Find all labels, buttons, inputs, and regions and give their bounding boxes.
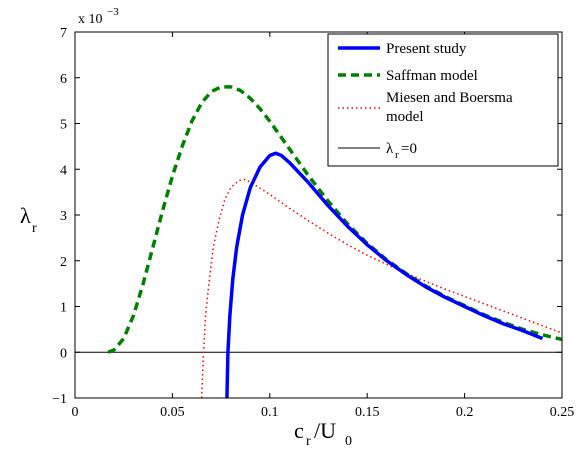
legend-label-present-study: Present study	[386, 41, 467, 57]
svg-text:λ: λ	[386, 141, 394, 157]
svg-text:r: r	[395, 149, 399, 161]
series-miesen-boersma-model	[200, 178, 563, 399]
tick-layer: 0 0.05 0.1 0.15 0.2 0.25 −1 0 1 2 3 4 5 6 7	[52, 26, 574, 420]
x-tick-label: 0.1	[261, 405, 279, 420]
y-axis-title: λ r	[20, 203, 37, 236]
y-tick-label: 3	[60, 209, 67, 224]
x-tick-label: 0.15	[355, 405, 380, 420]
svg-text:=0: =0	[401, 141, 417, 157]
y-tick-label: 5	[60, 118, 67, 133]
series-layer	[75, 85, 563, 399]
y-tick-label: 2	[60, 255, 67, 270]
svg-text:c: c	[294, 418, 304, 443]
legend-box	[327, 33, 559, 167]
y-tick-label: 7	[60, 26, 67, 41]
x-tick-label: 0.2	[456, 405, 474, 420]
legend-label-miesen-boersma: Miesen and Boersma model	[386, 90, 516, 125]
x-tick-label: 0.05	[160, 405, 185, 420]
svg-text:0: 0	[345, 434, 352, 449]
svg-text:λ: λ	[20, 203, 31, 228]
y-tick-label: −1	[52, 392, 67, 407]
svg-text:r: r	[32, 221, 37, 236]
y-tick-label: 0	[60, 346, 67, 361]
svg-text:−3: −3	[107, 6, 119, 18]
svg-text:r: r	[306, 434, 311, 449]
y-tick-label: 1	[60, 301, 67, 316]
legend: Present study Saffman model Miesen and B…	[327, 33, 559, 167]
y-multiplier-label: x 10 −3	[78, 6, 119, 27]
svg-text:/U: /U	[314, 418, 336, 443]
x-tick-label: 0.25	[550, 405, 575, 420]
y-tick-label: 6	[60, 72, 67, 87]
y-tick-label: 4	[60, 163, 67, 178]
legend-label-zero-line: λ r =0	[386, 141, 417, 161]
series-saffman-model	[107, 85, 563, 354]
x-tick-label: 0	[72, 405, 79, 420]
svg-text:x 10: x 10	[78, 12, 103, 27]
series-present-study	[225, 151, 544, 399]
x-axis-title: c r /U 0	[294, 418, 352, 449]
legend-label-saffman: Saffman model	[386, 68, 478, 84]
